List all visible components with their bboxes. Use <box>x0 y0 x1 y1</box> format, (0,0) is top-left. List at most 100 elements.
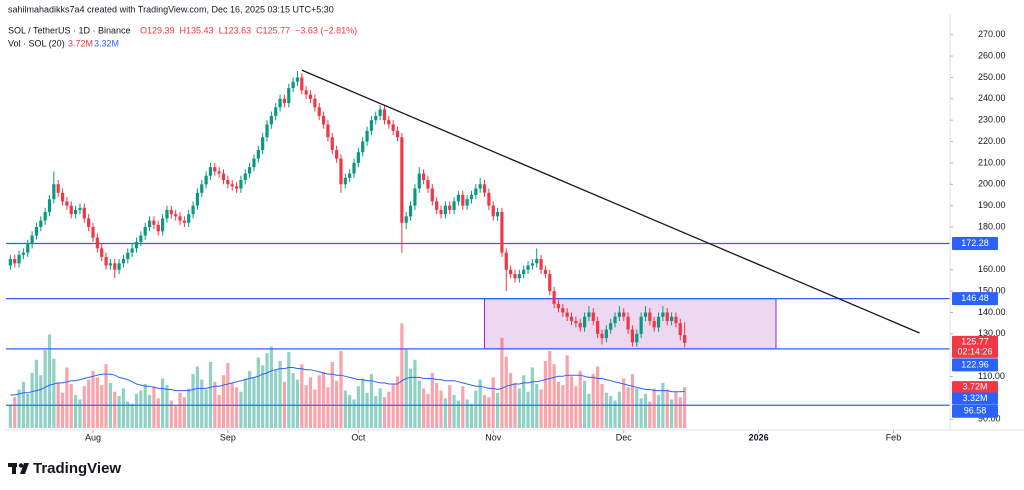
candle-body <box>330 137 334 151</box>
volume-bar <box>561 385 565 428</box>
candle-body <box>126 252 130 260</box>
countdown: 02:14:26 <box>957 346 992 356</box>
volume-bar <box>626 387 630 428</box>
candle-body <box>47 199 52 213</box>
volume-bar <box>587 393 591 428</box>
volume-bar <box>661 382 665 428</box>
y-tick-label: 90.00 <box>978 414 1001 424</box>
candle-body <box>100 248 104 257</box>
volume-legend: Vol · SOL (20) <box>8 38 65 48</box>
volume-bar <box>356 386 360 428</box>
volume-bar <box>539 389 543 428</box>
candle-body <box>469 194 474 200</box>
volume-bar <box>417 380 421 428</box>
volume-bar <box>117 396 121 428</box>
volume-bar <box>517 388 521 428</box>
volume-bar <box>213 381 217 428</box>
volume-bar <box>452 395 456 428</box>
volume-bar <box>134 393 139 428</box>
volume-bar <box>13 397 17 428</box>
volume-bar <box>200 379 204 428</box>
candle-body <box>626 316 630 330</box>
volume-bar <box>304 385 308 428</box>
candle-body <box>208 167 213 176</box>
candle-body <box>552 291 556 304</box>
candle-body <box>596 321 600 334</box>
candle-body <box>465 199 469 206</box>
volume-bar <box>261 365 265 428</box>
candle-body <box>143 227 147 236</box>
candle-body <box>522 269 526 275</box>
volume-bar <box>600 384 604 428</box>
candle-body <box>261 137 265 151</box>
volume-bar <box>569 376 574 428</box>
volume-bar <box>248 370 252 428</box>
volume-bar <box>317 375 321 428</box>
volume-label-box <box>952 381 998 394</box>
volume-bar <box>591 374 595 428</box>
volume-bar <box>335 380 339 428</box>
volume-bar <box>56 382 60 428</box>
volume-bar <box>617 391 621 428</box>
level-label: 146.48 <box>961 293 989 303</box>
trendline <box>301 69 920 334</box>
y-tick-label: 180.00 <box>978 221 1006 231</box>
candle-body <box>104 256 108 266</box>
candle-body <box>526 265 530 270</box>
volume-sma-line <box>10 367 685 396</box>
logo-dot <box>18 463 24 468</box>
volume-bar <box>52 358 56 428</box>
volume-bar <box>108 382 113 428</box>
symbol: SOL / TetherUS · 1D · Binance <box>8 25 131 35</box>
volume-bar <box>387 391 391 428</box>
candle-body <box>435 201 439 210</box>
candle-body <box>174 214 178 217</box>
volume-bar <box>439 390 443 428</box>
volume-bar <box>526 391 530 428</box>
candle-body <box>226 179 230 185</box>
volume-bar <box>530 367 534 428</box>
level-label: 122.96 <box>961 359 989 369</box>
volume-bar <box>221 375 226 428</box>
y-tick-label: 160.00 <box>978 264 1006 274</box>
volume-bar <box>574 386 578 428</box>
volume-bar <box>400 323 404 428</box>
candle-body <box>374 115 378 121</box>
volume-bar <box>147 395 152 428</box>
volume-bar <box>609 396 613 428</box>
candle-body <box>234 186 239 189</box>
candle-body <box>256 150 260 159</box>
volume-bar <box>239 391 243 428</box>
volume-bar <box>361 378 365 428</box>
candle-body <box>535 259 539 264</box>
candle-body <box>478 184 482 189</box>
candle-body <box>230 184 234 187</box>
volume-bar <box>395 376 400 428</box>
volume-bar <box>548 351 552 428</box>
volume-bar <box>330 362 334 428</box>
candle-body <box>591 312 595 322</box>
candle-body <box>482 184 487 193</box>
candle-body <box>439 209 443 215</box>
candle-body <box>517 274 521 279</box>
candle-body <box>678 323 682 336</box>
volume-bar <box>556 381 561 428</box>
candle-body <box>269 115 273 125</box>
volume-bar <box>278 360 282 428</box>
candle-body <box>548 274 552 292</box>
candle-body <box>369 120 374 131</box>
candle-body <box>422 173 426 180</box>
volume-bar <box>8 404 12 428</box>
candle-body <box>604 329 608 339</box>
volume-bar <box>448 385 452 428</box>
ohlc-value: −3.63 (−2.81%) <box>295 25 357 35</box>
candle-body <box>582 316 587 328</box>
x-tick-label: Nov <box>485 432 502 442</box>
ohlc-value: C125.77 <box>256 25 290 35</box>
candle-body <box>278 98 282 108</box>
volume-bar <box>382 397 387 428</box>
volume-axis-label: 3.72M <box>962 381 987 391</box>
volume-bar <box>130 403 134 428</box>
candle-body <box>60 192 65 202</box>
